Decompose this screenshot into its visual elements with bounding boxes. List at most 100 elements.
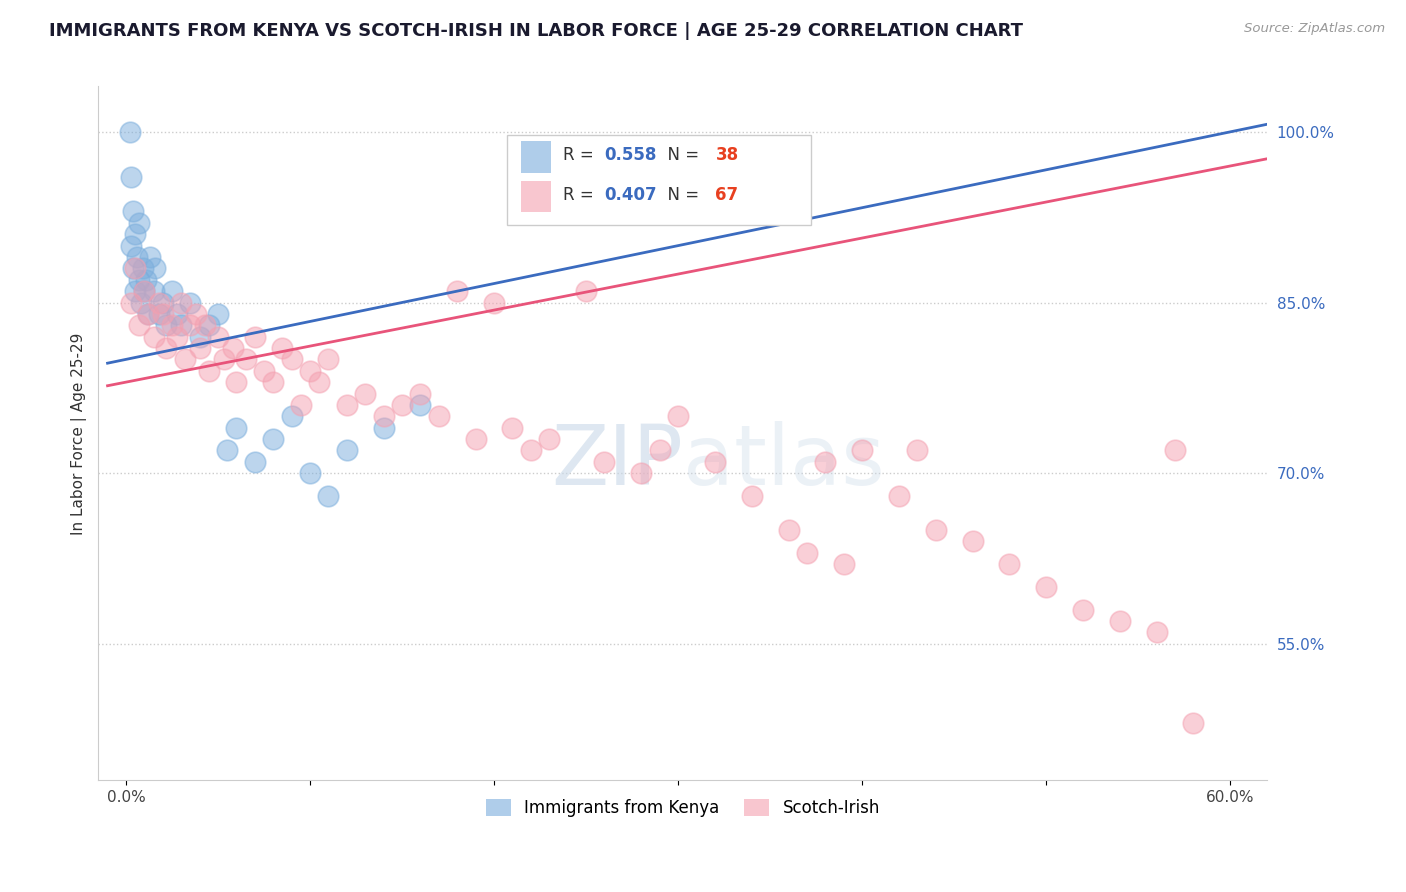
Y-axis label: In Labor Force | Age 25-29: In Labor Force | Age 25-29 — [72, 332, 87, 534]
Point — [373, 420, 395, 434]
Point — [207, 307, 229, 321]
Point — [648, 443, 671, 458]
Point — [253, 364, 276, 378]
Point — [887, 489, 910, 503]
Point — [135, 273, 157, 287]
Point — [243, 329, 266, 343]
Point — [166, 329, 188, 343]
Text: IMMIGRANTS FROM KENYA VS SCOTCH-IRISH IN LABOR FORCE | AGE 25-29 CORRELATION CHA: IMMIGRANTS FROM KENYA VS SCOTCH-IRISH IN… — [49, 22, 1024, 40]
Point — [179, 318, 201, 333]
Point — [152, 307, 174, 321]
Point — [520, 443, 543, 458]
Point — [1164, 443, 1187, 458]
Point — [280, 352, 302, 367]
Point — [318, 352, 340, 367]
Point — [464, 432, 486, 446]
Point — [197, 364, 219, 378]
Point — [148, 307, 170, 321]
Text: N =: N = — [657, 146, 704, 164]
Point — [354, 386, 377, 401]
Text: 67: 67 — [716, 186, 738, 204]
Point — [188, 329, 211, 343]
FancyBboxPatch shape — [522, 142, 551, 173]
Point — [155, 341, 177, 355]
Point — [166, 307, 188, 321]
Point — [1035, 580, 1057, 594]
Point — [118, 125, 141, 139]
Point — [121, 170, 143, 185]
Point — [290, 398, 312, 412]
Point — [308, 375, 330, 389]
Point — [280, 409, 302, 424]
Point — [121, 295, 143, 310]
Point — [703, 455, 725, 469]
Point — [184, 307, 207, 321]
Point — [160, 284, 183, 298]
Point — [212, 352, 235, 367]
Point — [482, 295, 505, 310]
Text: atlas: atlas — [683, 421, 884, 501]
Point — [173, 352, 195, 367]
Text: Source: ZipAtlas.com: Source: ZipAtlas.com — [1244, 22, 1385, 36]
Point — [217, 443, 239, 458]
Point — [409, 398, 432, 412]
Point — [1182, 716, 1205, 731]
Point — [318, 489, 340, 503]
Point — [136, 307, 159, 321]
Point — [125, 250, 148, 264]
Point — [145, 261, 167, 276]
Point — [666, 409, 689, 424]
Point — [124, 227, 146, 242]
Point — [207, 329, 229, 343]
Point — [446, 284, 468, 298]
Point — [134, 284, 156, 298]
Point — [122, 261, 145, 276]
Point — [427, 409, 450, 424]
Point — [142, 284, 165, 298]
Point — [134, 284, 156, 298]
Point — [271, 341, 294, 355]
Point — [998, 557, 1021, 571]
Point — [128, 273, 150, 287]
Point — [298, 364, 321, 378]
Text: 0.407: 0.407 — [605, 186, 657, 204]
Point — [575, 284, 598, 298]
Point — [593, 455, 616, 469]
Point — [262, 432, 284, 446]
Text: N =: N = — [657, 186, 704, 204]
Point — [188, 341, 211, 355]
Point — [1108, 614, 1130, 628]
Point — [124, 261, 146, 276]
Point — [222, 341, 245, 355]
Text: R =: R = — [564, 146, 599, 164]
Point — [630, 466, 652, 480]
Point — [152, 295, 174, 310]
Point — [194, 318, 217, 333]
Point — [128, 318, 150, 333]
Point — [131, 261, 153, 276]
Text: ZIP: ZIP — [551, 421, 683, 501]
Text: 0.558: 0.558 — [605, 146, 657, 164]
Point — [262, 375, 284, 389]
Point — [832, 557, 855, 571]
FancyBboxPatch shape — [522, 181, 551, 212]
Point — [501, 420, 523, 434]
Point — [538, 432, 561, 446]
FancyBboxPatch shape — [508, 135, 811, 225]
Point — [1146, 625, 1168, 640]
Point — [336, 398, 359, 412]
Point — [925, 523, 948, 537]
Point — [225, 420, 247, 434]
Point — [170, 295, 193, 310]
Point — [796, 546, 818, 560]
Point — [155, 318, 177, 333]
Point — [962, 534, 984, 549]
Point — [139, 250, 162, 264]
Point — [298, 466, 321, 480]
Point — [128, 216, 150, 230]
Point — [170, 318, 193, 333]
Point — [142, 329, 165, 343]
Point — [124, 284, 146, 298]
Point — [814, 455, 837, 469]
Point — [136, 307, 159, 321]
